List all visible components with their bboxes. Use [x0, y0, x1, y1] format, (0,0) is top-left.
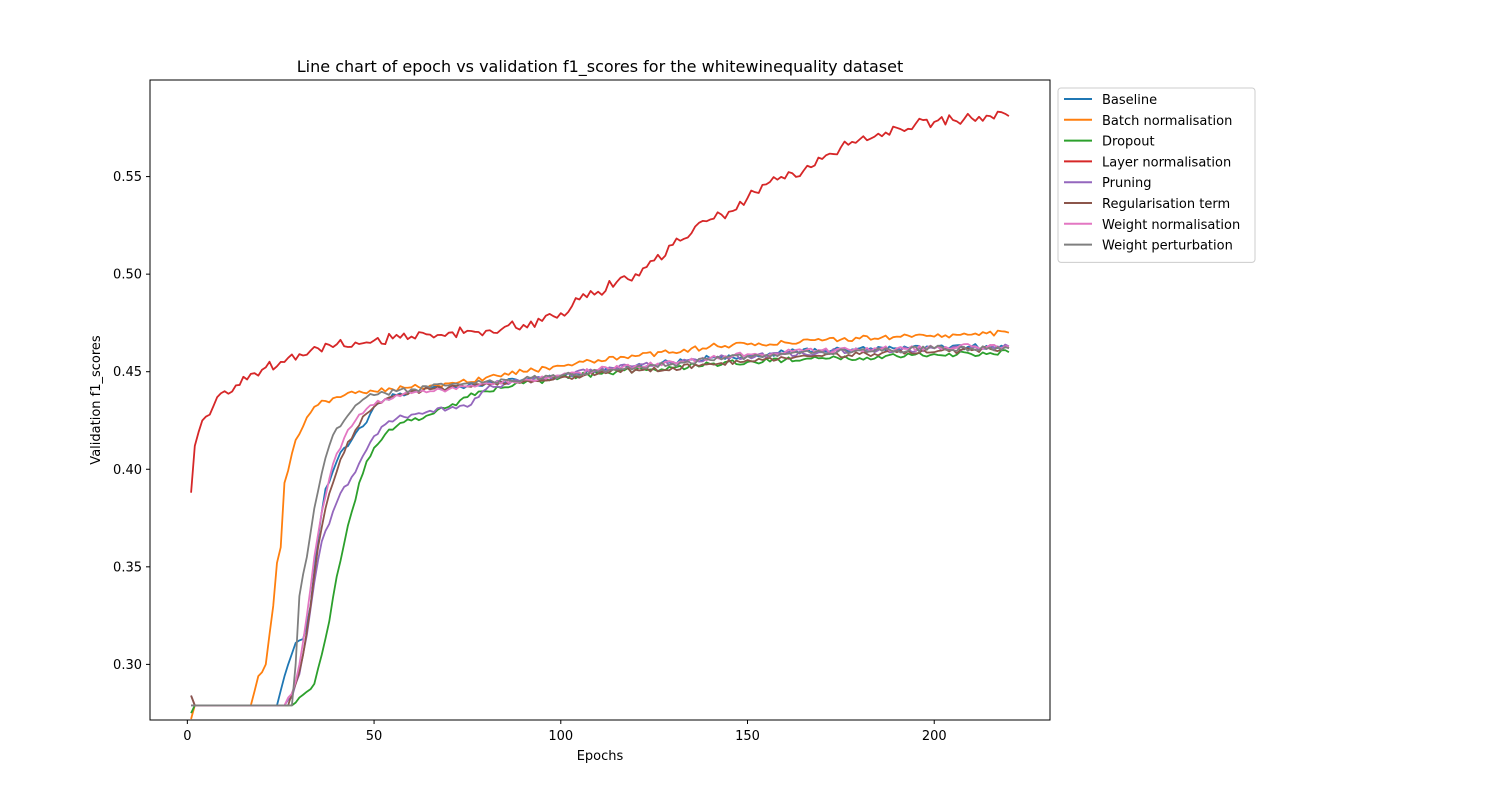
legend-box	[1057, 87, 1256, 263]
x-axis: 0 50 100 150 200	[183, 720, 947, 744]
legend-label: Regularisation term	[1102, 197, 1230, 212]
series-line-layer-normalisation	[190, 110, 1010, 493]
x-tick-label: 50	[366, 729, 383, 744]
legend-label: Baseline	[1102, 93, 1157, 108]
series-line-weight-perturbation	[191, 344, 1010, 707]
x-tick-label: 100	[548, 729, 573, 744]
y-axis: 0.30 0.35 0.40 0.45 0.50 0.55	[113, 170, 150, 673]
y-tick-label: 0.40	[113, 463, 142, 478]
legend-label: Weight normalisation	[1102, 218, 1240, 233]
y-tick-label: 0.45	[113, 365, 142, 380]
x-axis-label: Epochs	[577, 749, 624, 764]
legend-label: Batch normalisation	[1102, 114, 1232, 129]
y-tick-label: 0.35	[113, 560, 142, 575]
series-line-batch-normalisation	[190, 329, 1010, 720]
legend-label: Weight perturbation	[1102, 239, 1233, 254]
legend-label: Layer normalisation	[1102, 155, 1231, 170]
y-tick-label: 0.55	[113, 170, 142, 185]
y-axis-label: Validation f1_scores	[89, 335, 104, 465]
x-tick-label: 200	[922, 729, 947, 744]
plot-frame	[149, 79, 1051, 721]
series-line-weight-normalisation	[191, 343, 1009, 707]
y-tick-label: 0.50	[113, 268, 142, 283]
y-tick-label: 0.30	[113, 658, 142, 673]
series-layer	[190, 110, 1010, 720]
legend-label: Dropout	[1102, 135, 1155, 150]
chart-title: Line chart of epoch vs validation f1_sco…	[297, 57, 903, 77]
x-tick-label: 150	[735, 729, 760, 744]
legend: Baseline Batch normalisation Dropout Layer …	[1057, 87, 1256, 263]
legend-label: Pruning	[1102, 176, 1152, 191]
series-line-regularisation-term	[190, 345, 1010, 707]
x-tick-label: 0	[183, 729, 191, 744]
series-line-dropout	[190, 349, 1010, 714]
